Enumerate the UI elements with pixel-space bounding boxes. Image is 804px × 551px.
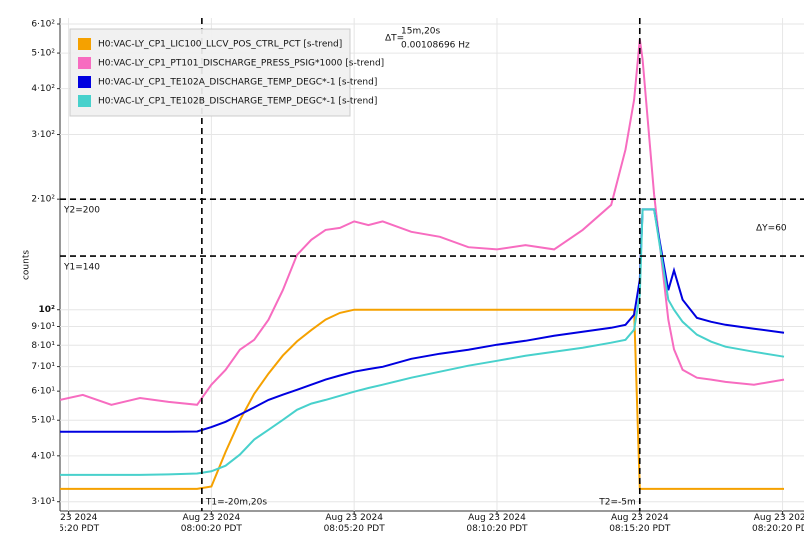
legend-box <box>69 28 351 117</box>
delta-t-value: 15m,20s <box>401 27 441 37</box>
y-tick-label: 6·10¹ <box>31 387 55 397</box>
y-cursor-label: Y2=200 <box>63 206 100 216</box>
legend-swatch <box>78 57 91 69</box>
legend-label: H0:VAC-LY_CP1_PT101_DISCHARGE_PRESS_PSIG… <box>98 59 384 69</box>
y-tick-label: 5·10² <box>31 49 55 59</box>
y-tick-label: 8·10¹ <box>31 341 55 351</box>
x-tick-labels: Aug 23 2024 07:55:20 PDT Aug 23 2024 08:0… <box>60 513 804 551</box>
series-line <box>60 308 784 490</box>
legend: H0:VAC-LY_CP1_LIC100_LLCV_POS_CTRL_PCT [… <box>69 28 384 117</box>
y-tick-label: 10² <box>39 305 56 315</box>
x-tick-label: Aug 23 2024 08:20:20 PDT <box>751 513 804 534</box>
y-axis-label: counts <box>22 250 32 280</box>
delta-t-value: 0.00108696 Hz <box>401 41 470 51</box>
x-cursor-label: T1=-20m,20s <box>205 498 268 508</box>
series-line <box>60 39 785 406</box>
delta-t-label: ΔT= <box>385 34 404 44</box>
y-tick-label: 6·10² <box>31 19 55 29</box>
series-line <box>60 208 785 433</box>
x-tick-label: Aug 23 2024 08:10:20 PDT <box>466 513 528 534</box>
legend-label: H0:VAC-LY_CP1_TE102B_DISCHARGE_TEMP_DEGC… <box>98 97 377 107</box>
x-tick-label: Aug 23 2024 08:15:20 PDT <box>609 513 671 534</box>
legend-label: H0:VAC-LY_CP1_LIC100_LLCV_POS_CTRL_PCT [… <box>98 40 342 50</box>
x-tick-label: Aug 23 2024 08:00:20 PDT <box>180 513 242 534</box>
y-tick-label: 7·10¹ <box>31 362 55 372</box>
legend-label: H0:VAC-LY_CP1_TE102A_DISCHARGE_TEMP_DEGC… <box>98 78 377 88</box>
y-tick-label: 2·10² <box>31 195 55 205</box>
y-cursor-label: Y1=140 <box>63 263 100 273</box>
x-tick-label: Aug 23 2024 08:05:20 PDT <box>323 513 385 534</box>
legend-swatch <box>78 38 91 50</box>
y-tick-label: 4·10² <box>31 84 55 94</box>
legend-swatch <box>78 95 91 107</box>
legend-swatch <box>78 76 91 88</box>
x-cursor-label: T2=-5m <box>598 498 636 508</box>
series-line <box>60 208 785 476</box>
y-tick-label: 3·10¹ <box>31 497 55 507</box>
y-tick-label: 4·10¹ <box>31 451 55 461</box>
x-tick-label: Aug 23 2024 07:55:20 PDT <box>60 513 100 534</box>
delta-y: ΔY=60 <box>756 224 787 234</box>
y-tick-label: 9·10¹ <box>31 322 55 332</box>
y-tick-label: 3·10² <box>31 130 55 140</box>
y-tick-label: 5·10¹ <box>31 416 55 426</box>
